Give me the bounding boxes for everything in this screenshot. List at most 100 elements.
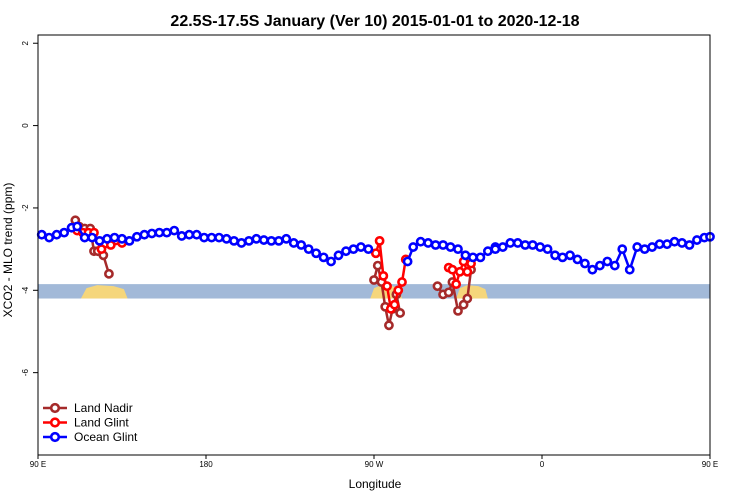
data-point bbox=[326, 256, 336, 267]
data-point bbox=[169, 225, 180, 236]
data-point bbox=[199, 232, 210, 243]
data-point bbox=[384, 320, 394, 331]
y-axis: 2 0 -2 -4 -6 bbox=[21, 40, 38, 376]
plot-series bbox=[36, 215, 715, 331]
x-axis: 90 E 180 90 W 0 90 E bbox=[30, 455, 718, 469]
data-point bbox=[251, 233, 262, 244]
data-point bbox=[397, 277, 407, 287]
data-point bbox=[59, 227, 70, 238]
data-point bbox=[395, 308, 406, 318]
data-point bbox=[594, 260, 605, 271]
data-point bbox=[520, 240, 531, 250]
data-point bbox=[438, 240, 448, 250]
data-point bbox=[389, 299, 400, 310]
y-tick-label: -4 bbox=[21, 286, 30, 294]
data-point bbox=[432, 281, 443, 292]
data-point bbox=[266, 235, 277, 246]
data-point bbox=[482, 246, 493, 257]
data-point bbox=[423, 238, 434, 248]
data-point bbox=[647, 242, 658, 252]
data-point bbox=[512, 238, 523, 248]
data-point bbox=[430, 240, 441, 250]
data-point bbox=[348, 244, 359, 255]
data-point bbox=[602, 256, 613, 267]
series-land-nadir bbox=[70, 215, 476, 331]
series-ocean-glint bbox=[36, 221, 715, 275]
data-point bbox=[288, 238, 299, 248]
data-point bbox=[451, 279, 462, 290]
y-axis-label: XCO2 - MLO trend (ppm) bbox=[1, 183, 15, 318]
data-point bbox=[462, 266, 473, 277]
x-tick-label: 180 bbox=[199, 460, 213, 469]
data-point bbox=[393, 285, 404, 296]
data-point bbox=[146, 228, 157, 239]
data-point bbox=[454, 266, 465, 277]
data-point bbox=[572, 254, 583, 265]
chart-title: 22.5S-17.5S January (Ver 10) 2015-01-01 … bbox=[170, 13, 579, 30]
data-point bbox=[303, 244, 314, 255]
y-tick-label: 0 bbox=[21, 123, 30, 128]
data-point bbox=[363, 244, 374, 255]
y-tick-label: -2 bbox=[21, 204, 30, 212]
data-point bbox=[36, 229, 47, 240]
data-point bbox=[341, 246, 351, 257]
data-point bbox=[374, 235, 385, 246]
legend-marker bbox=[49, 402, 61, 414]
data-point bbox=[191, 229, 202, 240]
data-point bbox=[468, 252, 478, 263]
data-point bbox=[408, 242, 419, 252]
map-strip bbox=[38, 284, 710, 299]
data-point bbox=[356, 242, 366, 252]
data-point bbox=[44, 232, 55, 243]
legend-marker bbox=[49, 431, 61, 443]
data-point bbox=[669, 236, 680, 247]
data-point bbox=[229, 235, 239, 246]
data-point bbox=[296, 240, 307, 250]
data-point bbox=[402, 256, 413, 267]
data-point bbox=[550, 250, 560, 261]
data-point bbox=[535, 242, 546, 252]
data-point bbox=[692, 235, 702, 245]
plot-frame bbox=[37, 34, 711, 456]
data-point bbox=[370, 248, 381, 259]
data-point bbox=[445, 242, 456, 252]
data-point bbox=[617, 244, 628, 255]
data-point bbox=[609, 260, 620, 271]
data-point bbox=[124, 235, 135, 246]
data-point bbox=[624, 264, 635, 275]
data-point bbox=[505, 238, 516, 248]
data-point bbox=[462, 293, 473, 304]
y-tick-label: 2 bbox=[21, 40, 30, 45]
data-point bbox=[453, 305, 463, 316]
data-point bbox=[565, 250, 575, 261]
data-point bbox=[372, 260, 383, 271]
data-point bbox=[557, 252, 568, 263]
data-point bbox=[453, 244, 463, 255]
data-point bbox=[117, 233, 127, 244]
x-tick-label: 90 E bbox=[30, 460, 46, 469]
data-point bbox=[490, 244, 501, 255]
data-point bbox=[102, 233, 112, 244]
legend-marker bbox=[49, 417, 61, 428]
data-point bbox=[104, 268, 114, 279]
data-point bbox=[281, 233, 292, 244]
data-point bbox=[497, 242, 508, 252]
x-tick-label: 90 E bbox=[702, 460, 718, 469]
data-point bbox=[369, 275, 379, 285]
data-point bbox=[236, 238, 247, 248]
data-point bbox=[79, 232, 90, 243]
data-point bbox=[460, 250, 471, 261]
x-axis-label: Longitude bbox=[349, 477, 402, 491]
data-point bbox=[311, 248, 322, 259]
legend-label: Ocean Glint bbox=[74, 430, 138, 444]
data-point bbox=[654, 239, 665, 250]
data-point bbox=[96, 244, 107, 255]
data-point bbox=[684, 240, 695, 250]
legend-label: Land Nadir bbox=[74, 401, 133, 415]
data-point bbox=[87, 232, 98, 243]
x-tick-label: 0 bbox=[540, 460, 545, 469]
y-tick-label: -6 bbox=[21, 369, 30, 377]
data-point bbox=[109, 232, 120, 243]
data-point bbox=[378, 270, 389, 281]
